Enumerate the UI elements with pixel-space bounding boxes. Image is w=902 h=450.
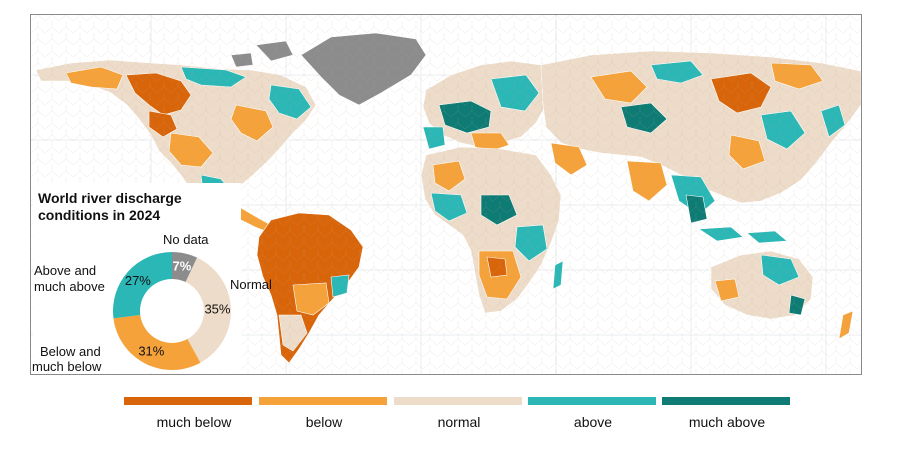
legend-label-above: above xyxy=(573,414,613,430)
chart-title: World river discharge conditions in 2024 xyxy=(38,190,182,223)
legend-label-much-below: much below xyxy=(156,414,232,430)
donut-label-below-1: Below and xyxy=(40,344,101,359)
legend-bar-much-above xyxy=(662,397,790,405)
legend-bar-above xyxy=(528,397,656,405)
legend-label-below: below xyxy=(305,414,343,430)
donut-label-above-1: Above and xyxy=(34,263,97,278)
legend-bar-much-below xyxy=(124,397,252,405)
donut-label-above-2: much above xyxy=(34,279,105,294)
legend-bar-below xyxy=(259,397,387,405)
donut-label-below-2: much below xyxy=(32,359,102,374)
donut-label-no-data: No data xyxy=(163,232,209,247)
world-map-svg xyxy=(31,15,861,374)
donut-label-normal: Normal xyxy=(230,277,272,292)
legend-label-normal: normal xyxy=(437,414,481,430)
legend-label-much-above: much above xyxy=(688,414,766,430)
world-map xyxy=(30,14,862,375)
legend-bar-normal xyxy=(394,397,522,405)
